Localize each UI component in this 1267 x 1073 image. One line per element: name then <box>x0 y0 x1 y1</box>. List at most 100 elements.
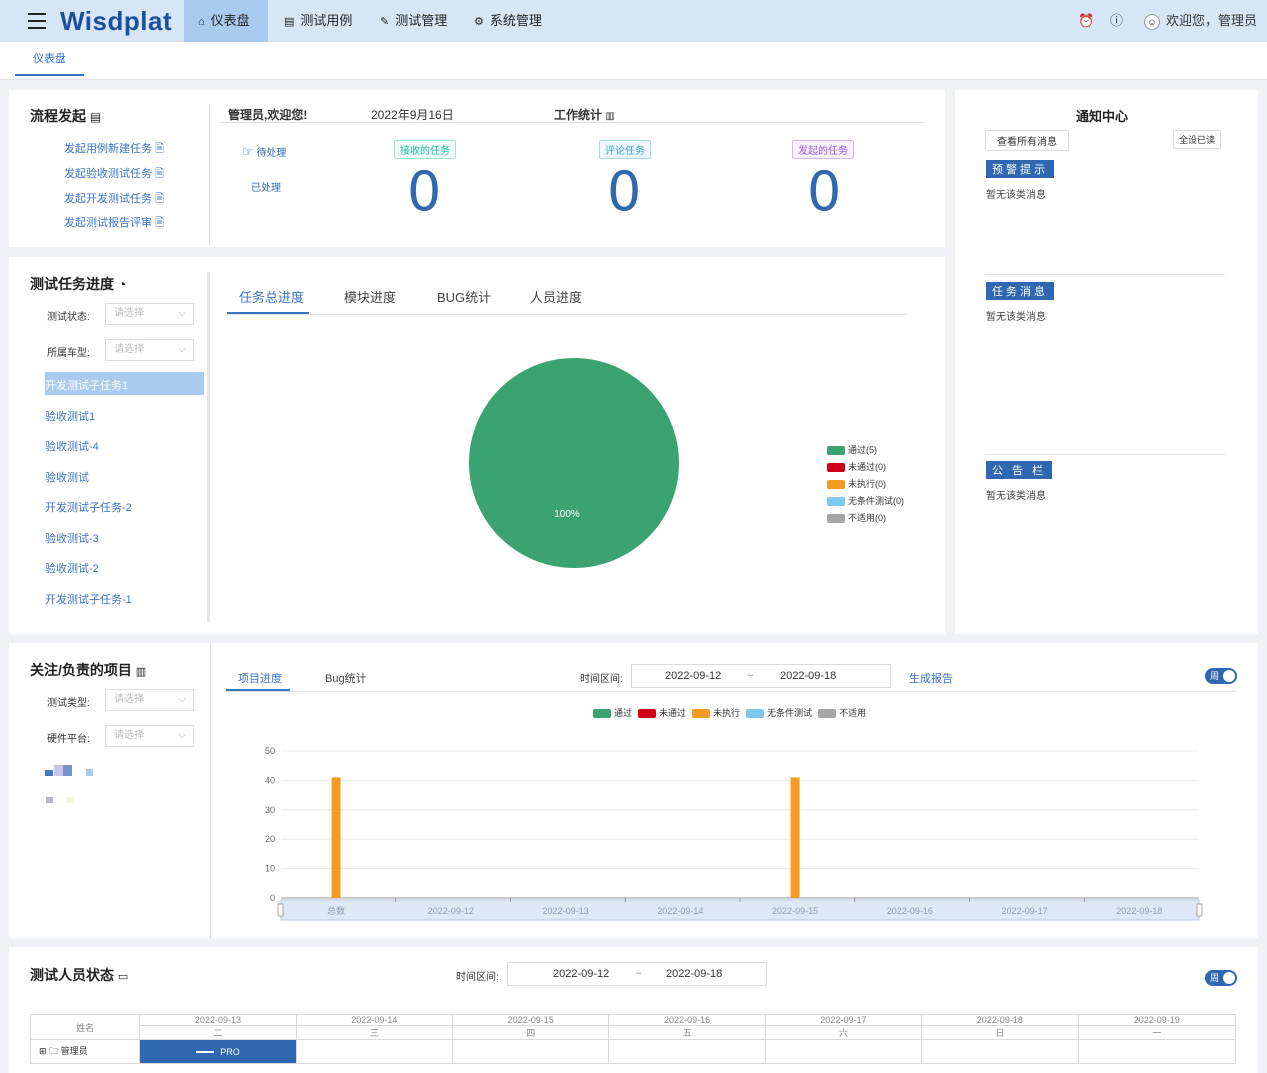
list-icon: ▤ <box>89 110 102 124</box>
list-icon: ▤ <box>284 16 295 28</box>
day-weekday: 四 <box>452 1025 610 1040</box>
help-icon[interactable]: ⓘ <box>1110 13 1124 28</box>
bar-legend-item[interactable]: 无条件测试 <box>746 708 813 719</box>
task-item[interactable]: 开发测试子任务-1 <box>45 594 132 606</box>
initiated-tasks-count[interactable]: 0 <box>807 160 842 223</box>
legend-swatch <box>827 480 845 490</box>
legend-swatch <box>638 709 657 719</box>
legend-swatch <box>827 497 845 507</box>
pie-legend-item[interactable]: 未执行(0) <box>827 477 886 490</box>
car-type-select[interactable]: 请选择 ⌵ <box>105 339 194 361</box>
initiated-tasks-tag: 发起的任务 <box>792 140 854 159</box>
task-item[interactable]: 验收测试-2 <box>45 563 99 575</box>
day-weekday: 日 <box>921 1025 1079 1040</box>
legend-swatch <box>746 709 765 719</box>
day-weekday: 一 <box>1077 1025 1237 1040</box>
task-item[interactable]: 开发测试子任务1 <box>45 380 129 392</box>
pie-legend-item[interactable]: 不适用(0) <box>827 511 886 524</box>
pending-tab[interactable]: ☞ 待处理 <box>242 144 287 159</box>
pie-legend-item[interactable]: 未通过(0) <box>827 460 886 473</box>
announcement-badge[interactable]: 公 告 栏 <box>986 461 1053 479</box>
slider-handle-right[interactable] <box>1196 903 1203 917</box>
status-select[interactable]: 请选择 ⌵ <box>105 303 194 325</box>
process-work-panel: 流程发起 ▤ 发起用例新建任务 🗎 发起验收测试任务 🗎 发起开发测试任务 🗎 … <box>9 90 945 247</box>
data-zoom-slider[interactable] <box>280 899 1200 921</box>
hardware-label: 硬件平台: <box>47 734 90 745</box>
task-list-scrollbar[interactable] <box>207 272 210 622</box>
bar-legend-item[interactable]: 不适用 <box>818 708 867 719</box>
process-link-dev-test[interactable]: 发起开发测试任务 🗎 <box>64 193 164 205</box>
view-all-messages-button[interactable]: 查看所有消息 <box>985 130 1069 151</box>
process-link-acceptance[interactable]: 发起验收测试任务 🗎 <box>64 168 164 180</box>
bar-legend-item[interactable]: 未通过 <box>638 708 686 719</box>
legend-label: 无条件测试 <box>767 708 813 718</box>
legend-label: 不适用 <box>839 708 867 718</box>
legend-label: 未执行(0) <box>848 479 886 489</box>
mark-all-read-button[interactable]: 全设已读 <box>1173 130 1221 149</box>
comment-tasks-count[interactable]: 0 <box>607 160 642 223</box>
day-date: 2022-09-15 <box>452 1014 610 1026</box>
person-card-icon: ▭ <box>117 971 129 983</box>
table-row[interactable]: ⊞ 🗀 管理员 PRO <box>29 1039 1237 1064</box>
staff-date-range-input[interactable]: 2022-09-12 ~ 2022-09-18 <box>507 962 767 986</box>
divider <box>227 314 907 315</box>
tab-project-bug-stats[interactable]: Bug统计 <box>325 673 367 685</box>
processed-tab[interactable]: 已处理 <box>251 183 281 194</box>
project-date-range-input[interactable]: 2022-09-12 ~ 2022-09-18 <box>631 664 891 688</box>
tab-staff-progress[interactable]: 人员进度 <box>530 290 583 305</box>
task-item[interactable]: 验收测试1 <box>45 411 96 423</box>
pie-legend-item[interactable]: 通过(5) <box>827 443 877 456</box>
test-type-select[interactable]: 请选择 ⌵ <box>105 689 194 711</box>
legend-swatch <box>827 446 845 456</box>
tab-total-progress[interactable]: 任务总进度 <box>239 290 305 305</box>
task-item[interactable]: 验收测试-3 <box>45 533 99 545</box>
nav-test-management[interactable]: ✎ 测试管理 <box>380 13 448 28</box>
task-message-badge[interactable]: 任务消息 <box>986 282 1054 300</box>
process-link-case-create[interactable]: 发起用例新建任务 🗎 <box>64 143 164 155</box>
week-toggle[interactable]: 周 <box>1205 668 1237 684</box>
warning-badge[interactable]: 预警提示 <box>986 160 1054 178</box>
document-icon: 🗎 <box>155 193 164 205</box>
bar[interactable] <box>331 777 341 898</box>
task-item[interactable]: 验收测试-4 <box>45 441 99 453</box>
work-stats-title: 工作统计 ▥ <box>554 108 615 122</box>
task-item[interactable]: 验收测试 <box>45 472 89 484</box>
tab-bug-stats[interactable]: BUG统计 <box>437 290 492 305</box>
alarm-icon[interactable]: ⏰ <box>1078 13 1095 28</box>
divider <box>219 122 924 123</box>
hardware-select[interactable]: 请选择 ⌵ <box>105 725 194 747</box>
nav-system-management[interactable]: ⚙ 系统管理 <box>474 13 542 28</box>
slider-handle-left[interactable] <box>277 903 284 917</box>
pie-legend-item[interactable]: 无条件测试(0) <box>827 494 904 507</box>
tab-dashboard[interactable]: 仪表盘 <box>15 42 84 76</box>
expand-icon[interactable]: ⊞ <box>39 1045 47 1056</box>
bar-legend-item[interactable]: 通过 <box>593 708 632 719</box>
projects-title: 关注/负责的项目 ▥ <box>30 662 147 678</box>
gantt-bar[interactable]: PRO <box>139 1039 297 1064</box>
menu-toggle-icon[interactable] <box>28 13 46 29</box>
app-logo: Wisdplat <box>60 6 173 36</box>
bar[interactable] <box>790 777 800 898</box>
bar-legend-item[interactable]: 未执行 <box>692 708 740 719</box>
user-avatar-icon: ☺ <box>1144 13 1160 30</box>
staff-week-toggle[interactable]: 周 <box>1205 970 1237 986</box>
active-tab-indicator <box>226 689 290 691</box>
task-item[interactable]: 开发测试子任务-2 <box>45 502 132 514</box>
user-menu[interactable]: ☺ 欢迎您，管理员 <box>1144 0 1257 42</box>
pie-slice[interactable] <box>469 358 679 568</box>
projects-panel: 关注/负责的项目 ▥ 测试类型: 请选择 ⌵ 硬件平台: 请选择 ⌵ 项目进度 Bu… <box>9 643 1258 938</box>
divider <box>226 691 1236 692</box>
generate-report-link[interactable]: 生成报告 <box>909 673 953 685</box>
x-tick-label: 2022-09-13 <box>543 906 589 916</box>
project-placeholder-thumbs <box>45 765 105 805</box>
progress-title: 测试任务进度 ◔ <box>30 276 127 292</box>
process-link-report-review[interactable]: 发起测试报告评审 🗎 <box>64 217 164 229</box>
today-date: 2022年9月16日 <box>371 108 454 122</box>
received-tasks-count[interactable]: 0 <box>407 160 442 223</box>
car-type-label: 所属车型: <box>47 348 90 359</box>
nav-dashboard[interactable]: ⌂ 仪表盘 <box>184 0 268 42</box>
nav-test-cases[interactable]: ▤ 测试用例 <box>284 13 353 28</box>
tab-module-progress[interactable]: 模块进度 <box>344 290 397 305</box>
tab-project-progress[interactable]: 项目进度 <box>238 673 282 685</box>
x-tick-label: 总数 <box>327 905 345 916</box>
